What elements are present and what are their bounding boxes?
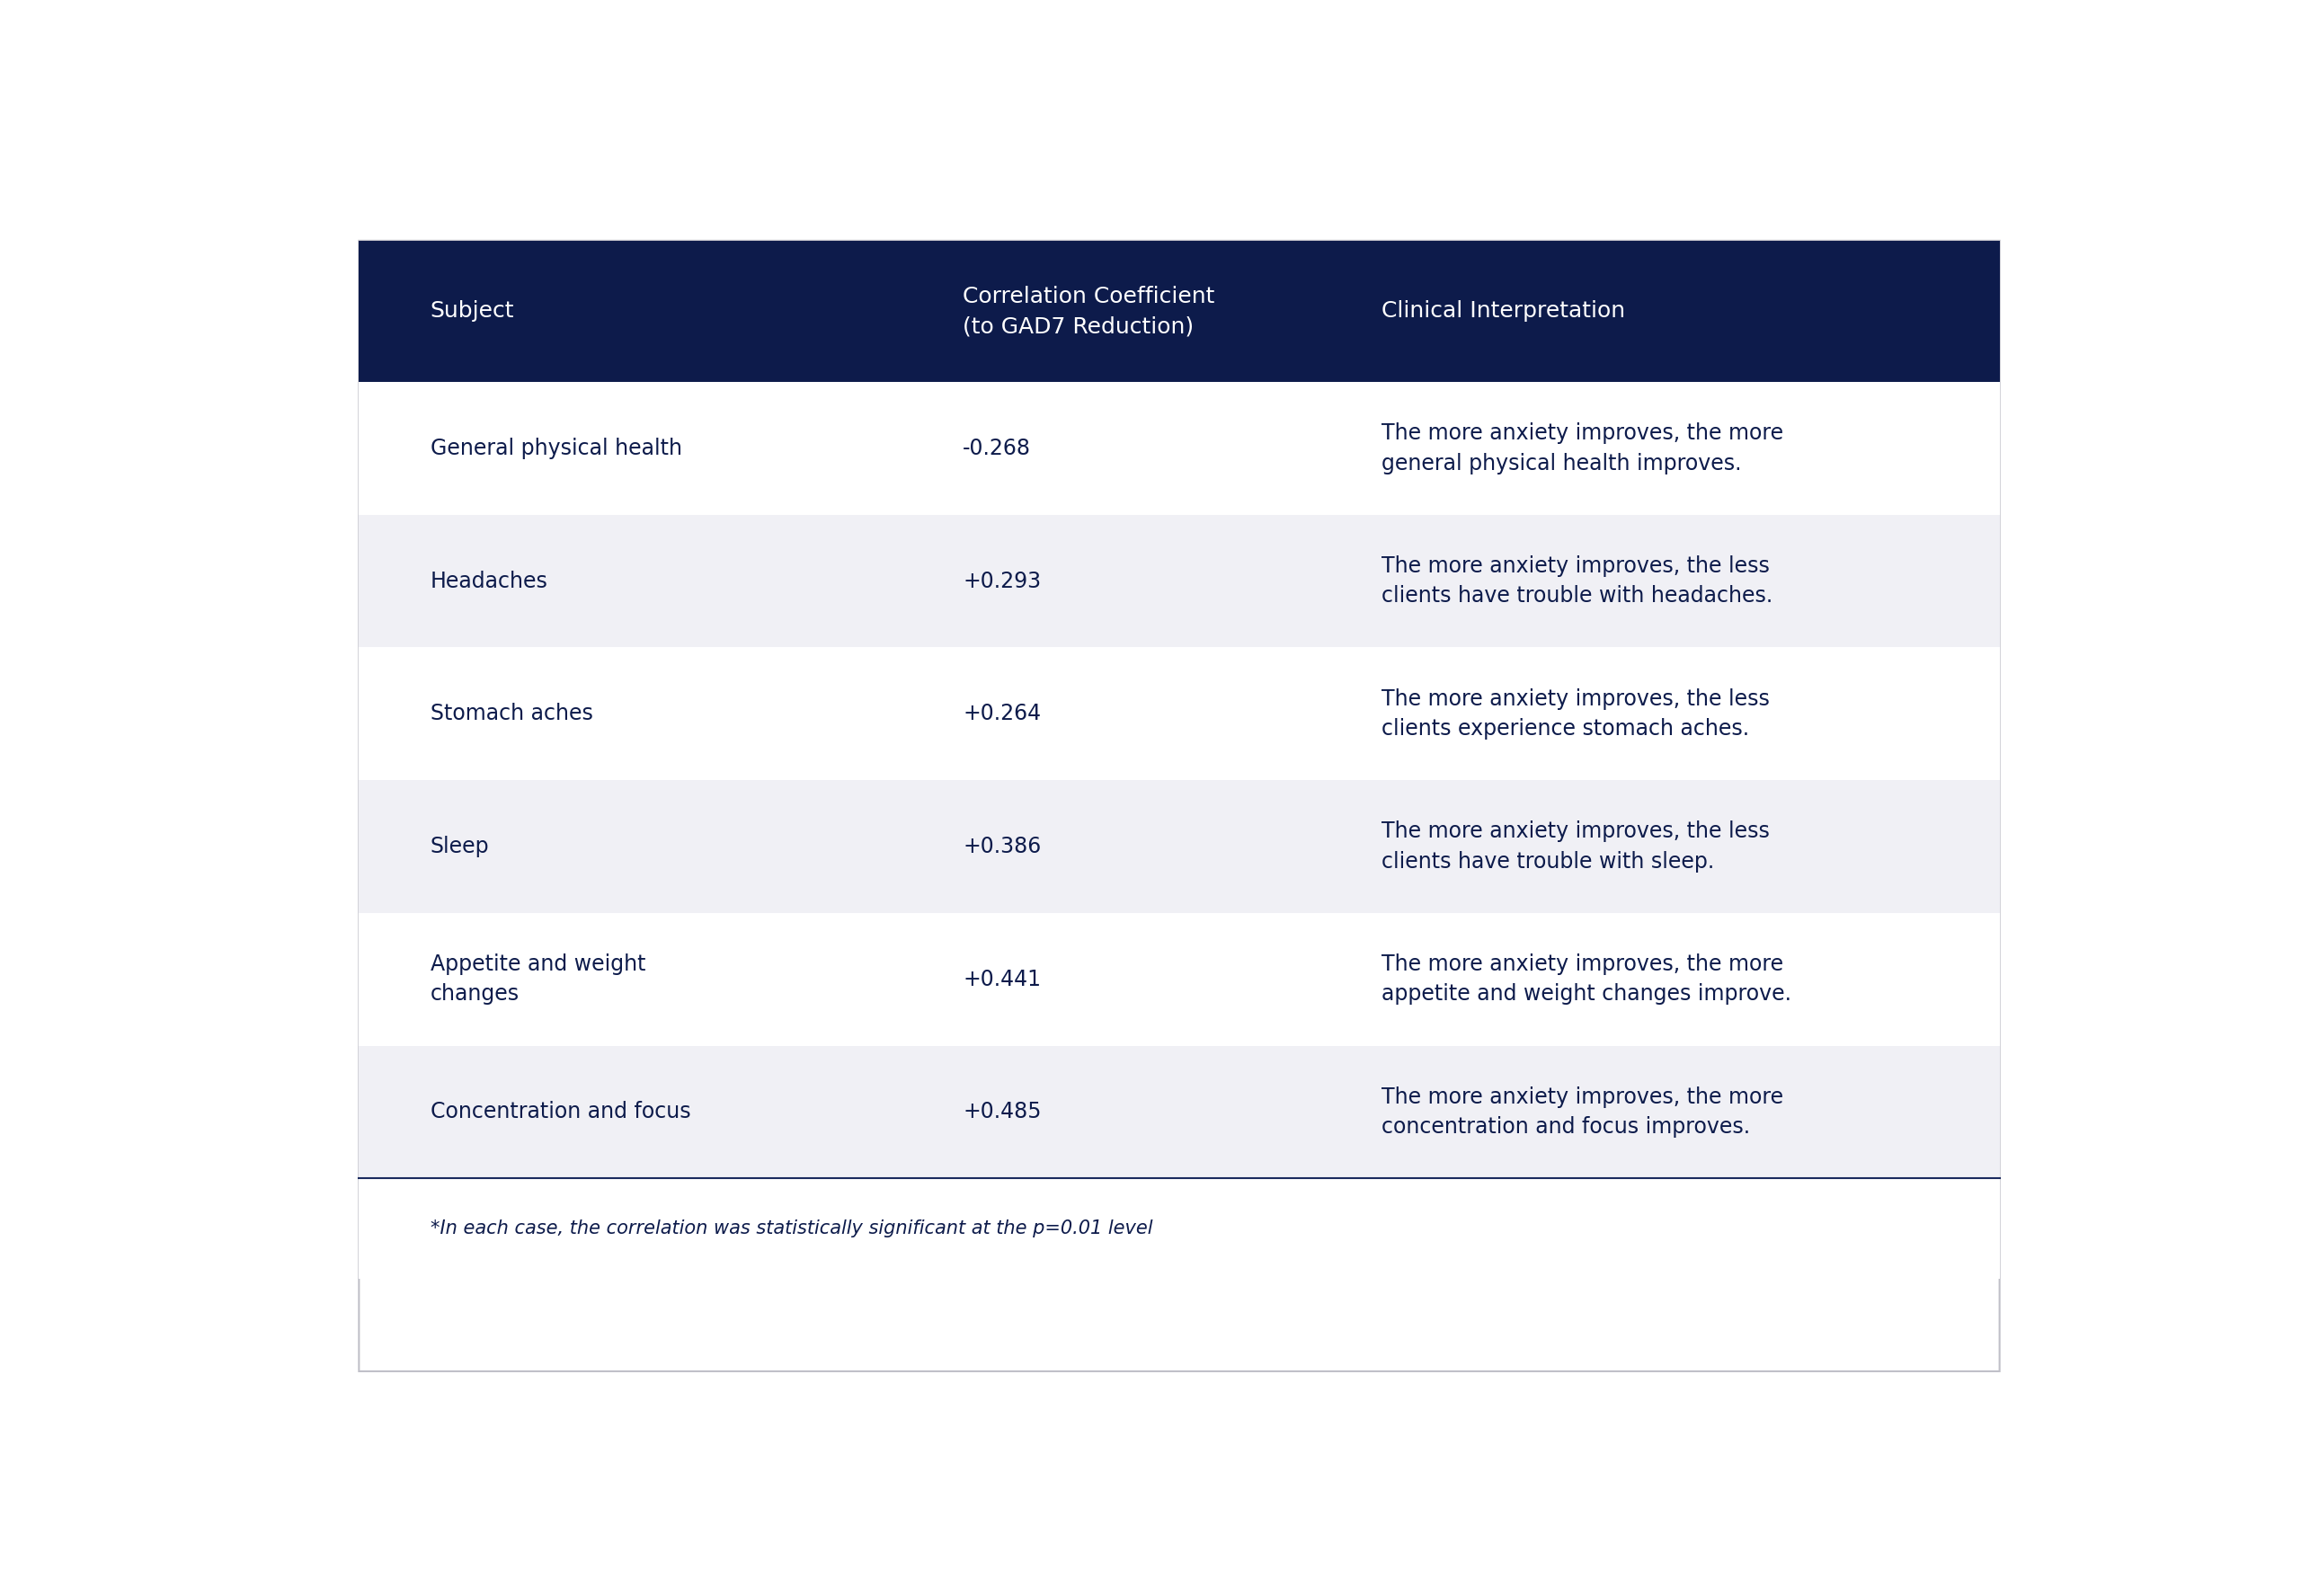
Bar [359,516,2000,648]
Text: The more anxiety improves, the less
clients have trouble with sleep.: The more anxiety improves, the less clie… [1381,820,1769,873]
Text: Correlation Coefficient
(to GAD7 Reduction): Correlation Coefficient (to GAD7 Reducti… [962,286,1215,337]
Bar [359,648,2000,780]
Text: The more anxiety improves, the more
concentration and focus improves.: The more anxiety improves, the more conc… [1381,1087,1783,1138]
Text: Subject: Subject [430,300,515,322]
Text: +0.485: +0.485 [962,1101,1042,1122]
Text: *In each case, the correlation was statistically significant at the p=0.01 level: *In each case, the correlation was stati… [430,1219,1153,1238]
Text: Clinical Interpretation: Clinical Interpretation [1381,300,1625,322]
Text: The more anxiety improves, the less
clients experience stomach aches.: The more anxiety improves, the less clie… [1381,688,1769,739]
Text: Headaches: Headaches [430,570,548,592]
Text: -0.268: -0.268 [962,437,1031,460]
Text: The more anxiety improves, the less
clients have trouble with headaches.: The more anxiety improves, the less clie… [1381,555,1772,606]
Text: Stomach aches: Stomach aches [430,702,594,725]
Bar [359,913,2000,1045]
Bar [359,780,2000,913]
Text: +0.293: +0.293 [962,570,1040,592]
Bar [359,241,2000,381]
Bar [359,1045,2000,1178]
Text: General physical health: General physical health [430,437,681,460]
Text: Concentration and focus: Concentration and focus [430,1101,690,1122]
Text: +0.386: +0.386 [962,836,1040,857]
Text: Sleep: Sleep [430,836,490,857]
Text: +0.264: +0.264 [962,702,1040,725]
Bar [359,1178,2000,1278]
Bar [359,381,2000,516]
Text: The more anxiety improves, the more
appetite and weight changes improve.: The more anxiety improves, the more appe… [1381,953,1790,1005]
Text: Appetite and weight
changes: Appetite and weight changes [430,953,647,1005]
Text: +0.441: +0.441 [962,969,1040,990]
Text: The more anxiety improves, the more
general physical health improves.: The more anxiety improves, the more gene… [1381,423,1783,474]
FancyBboxPatch shape [359,241,2000,1371]
